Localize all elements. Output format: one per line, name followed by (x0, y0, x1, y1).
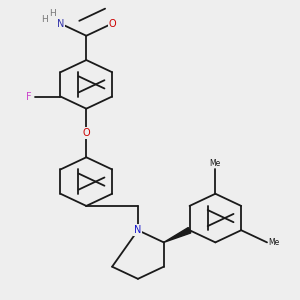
Text: O: O (82, 128, 90, 138)
Text: H: H (50, 10, 56, 19)
Text: H: H (41, 15, 48, 24)
Text: N: N (134, 225, 142, 235)
Polygon shape (164, 227, 191, 242)
Text: Me: Me (210, 159, 221, 168)
Text: F: F (26, 92, 32, 101)
Text: Me: Me (268, 238, 280, 247)
Text: O: O (108, 19, 116, 28)
Text: N: N (57, 19, 64, 28)
